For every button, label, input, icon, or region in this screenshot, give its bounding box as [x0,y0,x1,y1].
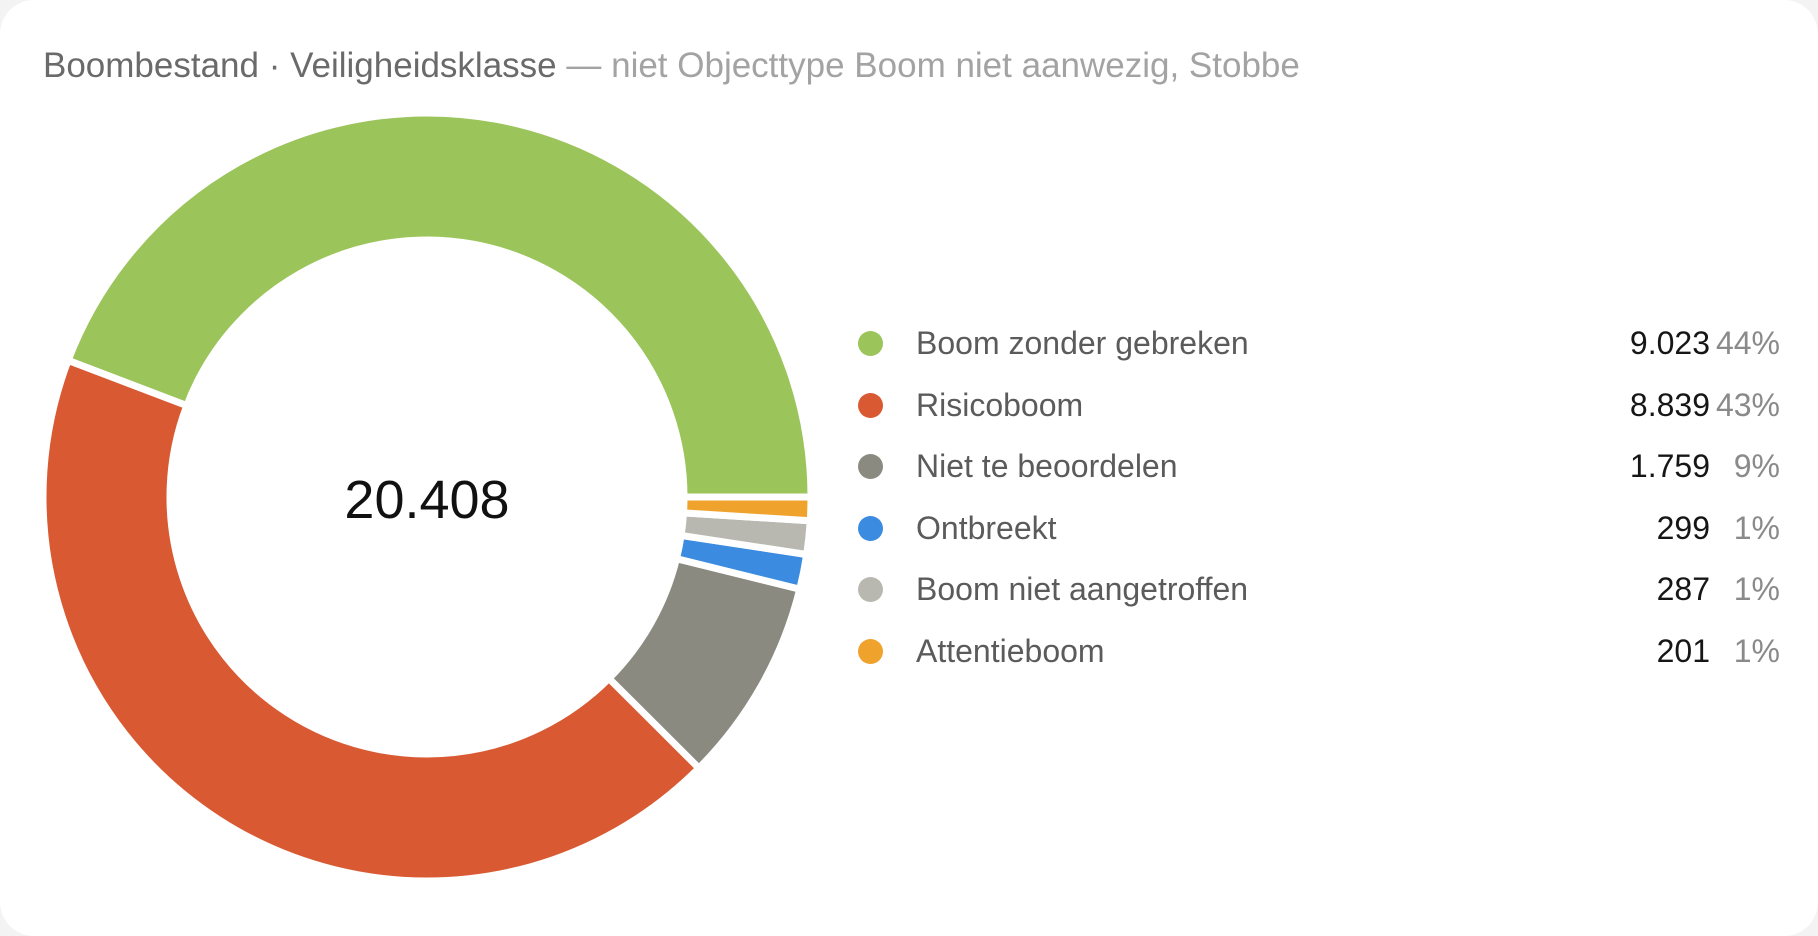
legend-swatch [858,577,883,603]
legend-value: 9.023 [1629,325,1710,362]
legend-item[interactable]: Boom niet aangetroffen 287 1% [855,559,1780,621]
legend-value: 299 [1656,509,1710,546]
donut-slice-5[interactable] [679,493,815,525]
donut-slice-1[interactable] [39,355,704,885]
legend-label: Boom zonder gebreken [916,325,1249,362]
donut-chart: 20.408 [39,109,815,885]
legend: Boom zonder gebreken 9.023 44% Risicoboom 8.… [855,313,1780,682]
legend-percent: 1% [1733,509,1780,546]
legend-percent: 1% [1733,571,1780,608]
legend-percent: 44% [1715,325,1780,362]
legend-value: 287 [1656,571,1710,608]
legend-label: Risicoboom [916,386,1084,423]
legend-swatch [858,392,883,418]
legend-value: 1.759 [1629,448,1710,485]
legend-value: 8.839 [1629,386,1710,423]
legend-item[interactable]: Boom zonder gebreken 9.023 44% [855,313,1780,375]
legend-label: Boom niet aangetroffen [916,571,1249,608]
legend-value: 201 [1656,632,1710,669]
legend-item[interactable]: Ontbreekt 299 1% [855,498,1780,560]
legend-label: Niet te beoordelen [916,448,1178,485]
legend-label: Ontbreekt [916,509,1057,546]
donut-slice-0[interactable] [63,109,815,501]
legend-swatch [858,638,883,664]
legend-item[interactable]: Risicoboom 8.839 43% [855,375,1780,437]
legend-percent: 43% [1715,386,1780,423]
legend-swatch [858,515,883,541]
legend-swatch [858,454,883,480]
legend-item[interactable]: Attentieboom 201 1% [855,621,1780,683]
chart-title-filter: — niet Objecttype Boom niet aanwezig, St… [566,46,1300,85]
chart-title: Boombestand · Veiligheidsklasse — niet O… [43,44,1300,88]
donut-total: 20.408 [344,470,509,530]
legend-item[interactable]: Niet te beoordelen 1.759 9% [855,436,1780,498]
legend-percent: 1% [1733,632,1780,669]
legend-percent: 9% [1733,448,1780,485]
legend-swatch [858,331,883,357]
chart-title-main: Boombestand · Veiligheidsklasse [43,46,557,85]
donut-slices [39,109,815,885]
legend-label: Attentieboom [916,632,1105,669]
